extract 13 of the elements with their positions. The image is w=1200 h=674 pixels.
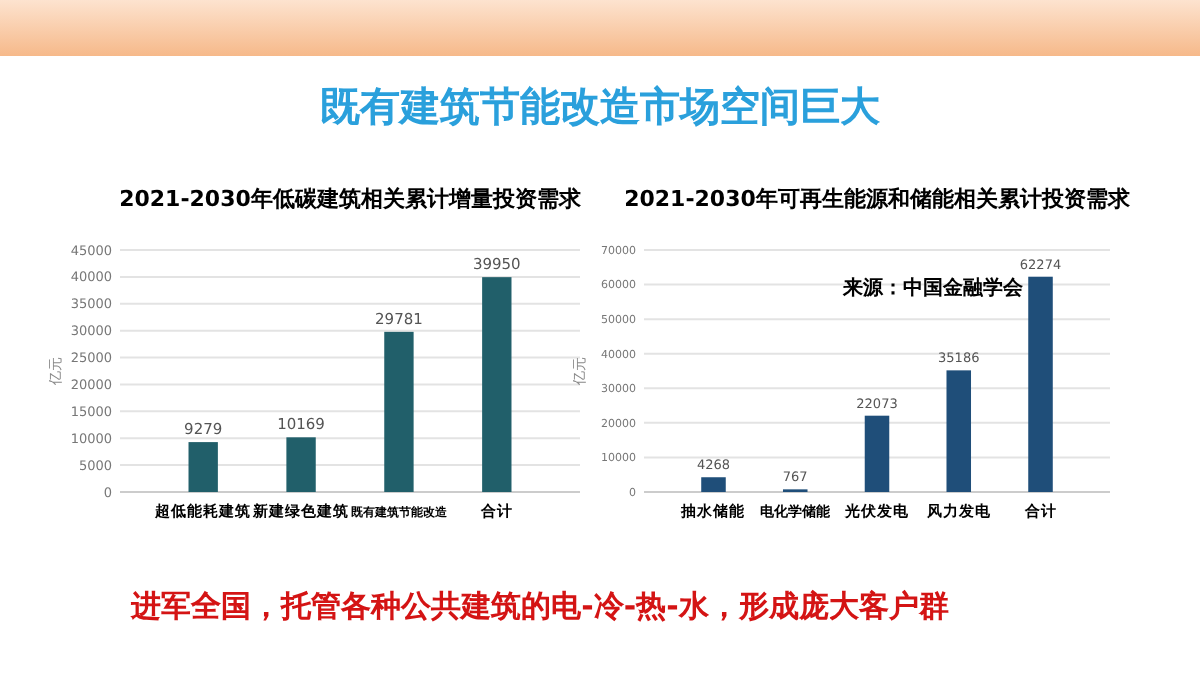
annotation: 来源：中国金融学会 <box>840 276 1025 300</box>
bar <box>701 477 726 492</box>
bar <box>286 437 316 492</box>
text: 进军全国，托管各种公共建筑的电-冷-热-水，形成庞大客户群 <box>129 588 949 624</box>
text: 既有建筑节能改造市场空间巨大 <box>320 82 882 130</box>
bar <box>188 442 218 492</box>
bar <box>1028 276 1053 492</box>
bar <box>946 370 972 492</box>
bar <box>864 415 890 492</box>
bar <box>482 277 512 492</box>
bar <box>384 331 414 492</box>
chart-title: 2021-2030年可再生能源和储能相关累计投资需求 <box>624 186 1132 212</box>
chart-title: 2021-2030年低碳建筑相关累计增量投资需求 <box>119 186 583 212</box>
